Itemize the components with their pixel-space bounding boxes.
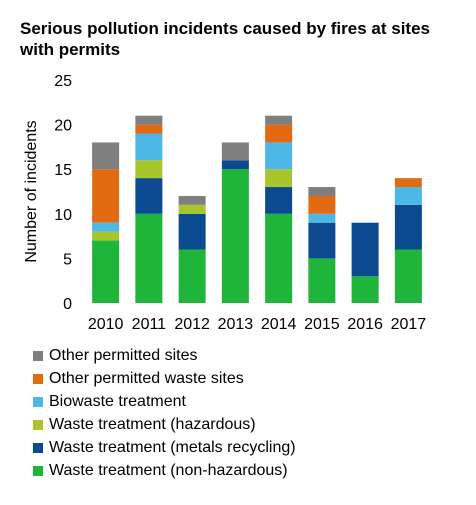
x-tick-label: 2017	[391, 316, 427, 333]
bar-segment	[308, 187, 336, 196]
bar-segment	[178, 195, 206, 205]
chart-legend: Other permitted sites Other permitted was…	[33, 344, 296, 482]
bar-segment	[308, 258, 336, 303]
bar-segment	[394, 249, 422, 303]
legend-label: Other permitted waste sites	[49, 369, 244, 387]
bar-segment	[265, 169, 293, 188]
bar-segment	[135, 115, 163, 125]
bar-segment	[265, 115, 293, 125]
bar-segment	[265, 187, 293, 214]
legend-item: Other permitted waste sites	[33, 367, 296, 390]
legend-item: Waste treatment (metals recycling)	[33, 436, 296, 459]
bar-segment	[135, 160, 163, 179]
bar-segment	[308, 222, 336, 259]
x-tick-label: 2012	[174, 316, 210, 333]
legend-swatch	[33, 373, 43, 384]
x-tick-label: 2015	[304, 316, 340, 333]
x-tick-label: 2010	[88, 316, 124, 333]
bar-segment	[221, 160, 249, 170]
bar-segment	[178, 213, 206, 250]
bar-segment	[265, 142, 293, 170]
bar-segment	[394, 178, 422, 188]
legend-label: Other permitted sites	[49, 346, 198, 364]
y-tick-label: 5	[63, 251, 72, 268]
legend-swatch	[33, 419, 43, 430]
legend-item: Waste treatment (hazardous)	[33, 413, 296, 436]
bar-segment	[92, 240, 120, 303]
bar-segment	[135, 213, 163, 303]
bar-segment	[135, 133, 163, 161]
legend-label: Biowaste treatment	[49, 392, 186, 410]
bar-segment	[221, 169, 249, 303]
bar-segment	[92, 222, 120, 232]
bar-segment	[135, 124, 163, 134]
legend-label: Waste treatment (metals recycling)	[49, 438, 296, 456]
y-tick-label: 0	[63, 296, 72, 313]
x-tick-label: 2011	[132, 316, 167, 333]
y-tick-label: 20	[54, 118, 72, 135]
legend-swatch	[33, 350, 43, 361]
y-tick-label: 15	[54, 162, 72, 179]
y-tick-label: 10	[54, 207, 72, 224]
legend-item: Waste treatment (non-hazardous)	[33, 459, 296, 482]
bar-segment	[92, 169, 120, 223]
bar-segment	[221, 142, 249, 161]
x-tick-label: 2016	[347, 316, 383, 333]
bar-segment	[265, 124, 293, 143]
stacked-bar-chart: Number of incidents 0 5 10 15 20 25 2010 2011 2…	[23, 73, 427, 333]
bar-segment	[394, 187, 422, 205]
bar-segment	[351, 276, 379, 303]
x-tick-label: 2014	[261, 316, 297, 333]
x-tick-label: 2013	[218, 316, 254, 333]
chart-title: Serious pollution incidents caused by fi…	[20, 19, 430, 59]
legend-swatch	[33, 465, 43, 476]
legend-swatch	[33, 396, 43, 407]
legend-label: Waste treatment (hazardous)	[49, 415, 256, 433]
bar-segment	[265, 213, 293, 303]
bar-segment	[308, 213, 336, 223]
bar-segment	[394, 204, 422, 250]
bar-segment	[308, 195, 336, 214]
y-axis-label: Number of incidents	[23, 120, 40, 262]
bar-segment	[178, 249, 206, 303]
bar-segment	[178, 204, 206, 214]
y-tick-label: 25	[54, 73, 72, 90]
bar-segment	[135, 178, 163, 214]
legend-swatch	[33, 442, 43, 453]
bar-segment	[92, 142, 120, 170]
bar-segment	[92, 231, 120, 241]
legend-item: Other permitted sites	[33, 344, 296, 367]
legend-item: Biowaste treatment	[33, 390, 296, 413]
legend-label: Waste treatment (non-hazardous)	[49, 461, 288, 479]
bar-segment	[351, 222, 379, 277]
